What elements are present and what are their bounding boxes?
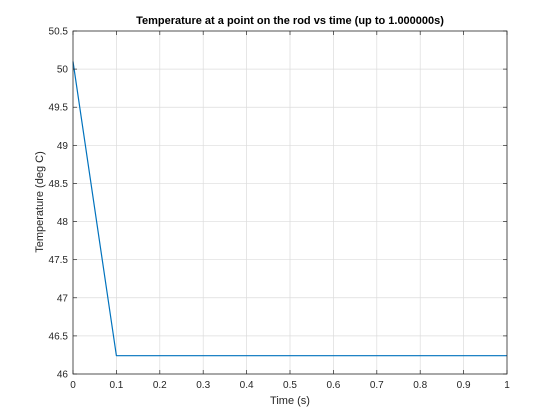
y-tick-label: 49.5: [49, 103, 69, 114]
y-axis-label: Temperature (deg C): [34, 151, 46, 253]
x-tick-label: 0.1: [109, 380, 123, 391]
chart-title: Temperature at a point on the rod vs tim…: [136, 15, 444, 27]
x-tick-label: 0.3: [196, 380, 210, 391]
y-tick-label: 50: [57, 65, 69, 76]
x-axis-label: Time (s): [270, 395, 310, 407]
x-tick-label: 0.8: [413, 380, 427, 391]
grid-lines: [73, 31, 507, 374]
x-tick-label: 0.9: [457, 380, 471, 391]
x-tick-label: 0.2: [153, 380, 167, 391]
y-tick-label: 47: [57, 293, 69, 304]
plot-area: [72, 30, 508, 375]
y-tick-labels: 46 46.5 47 47.5 48 48.5 49 49.5 50 50.5: [49, 27, 69, 381]
y-tick-label: 46: [57, 370, 69, 381]
series-line: [72, 61, 507, 357]
x-tick-label: 0: [70, 380, 76, 391]
x-tick-label: 0.4: [240, 380, 254, 391]
y-tick-label: 46.5: [49, 331, 69, 342]
y-tick-label: 48: [57, 217, 69, 228]
x-tick-labels: 0 0.1 0.2 0.3 0.4 0.5 0.6 0.7 0.8 0.9 1: [70, 380, 510, 391]
x-tick-label: 0.5: [283, 380, 297, 391]
y-tick-label: 50.5: [49, 27, 69, 38]
tick-marks: [72, 30, 508, 375]
y-tick-label: 48.5: [49, 179, 69, 190]
y-tick-label: 49: [57, 141, 69, 152]
y-tick-label: 47.5: [49, 255, 69, 266]
x-tick-label: 1: [504, 380, 510, 391]
series-layer: [72, 61, 507, 357]
x-tick-label: 0.7: [370, 380, 384, 391]
x-tick-label: 0.6: [326, 380, 340, 391]
